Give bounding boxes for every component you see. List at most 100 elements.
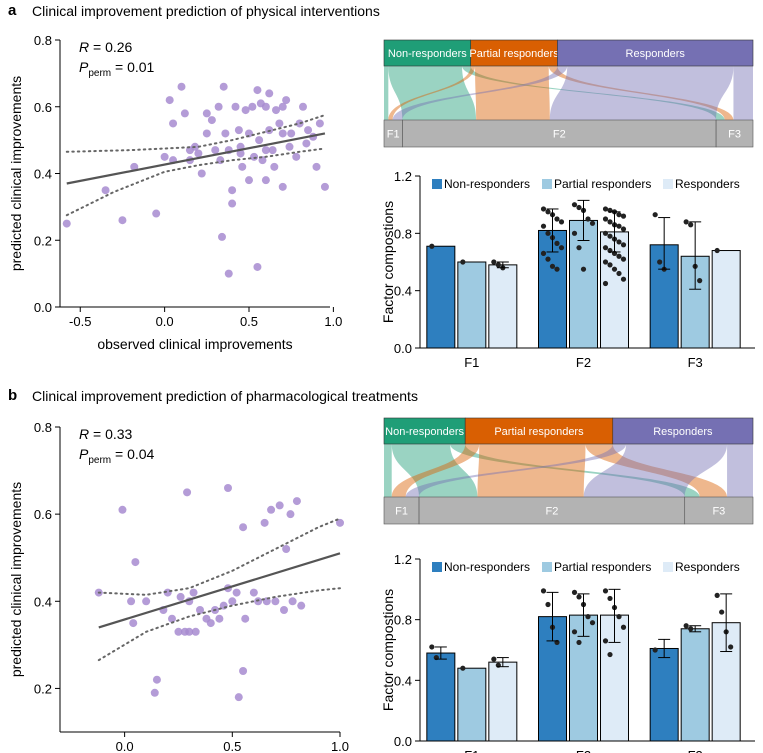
bar <box>569 219 598 349</box>
scatter-point <box>312 162 321 171</box>
bar-data-point <box>540 250 547 256</box>
sankey-flow <box>388 66 477 120</box>
r-symbol: R <box>79 39 89 55</box>
sankey-flow <box>583 444 728 497</box>
scatter-point <box>315 119 324 128</box>
scatter-point <box>239 523 248 532</box>
r-symbol: R <box>79 426 89 442</box>
scatter-point <box>292 152 301 161</box>
scatter-point <box>152 675 161 684</box>
scatter-point <box>278 182 287 191</box>
bar-data-point <box>620 226 627 232</box>
scatter-point <box>189 588 198 597</box>
scatter-point <box>196 606 204 614</box>
sankey-flow <box>384 66 389 120</box>
p-stat: Pperm = 0.01 <box>79 59 155 79</box>
sankey-flow <box>405 444 627 497</box>
panel-letter: b <box>8 387 17 404</box>
bar <box>649 647 679 742</box>
bar-data-point <box>719 609 725 615</box>
scatter-point <box>130 162 139 171</box>
scatter-point <box>185 627 194 636</box>
bar-data-point <box>576 204 582 211</box>
bar-data-point <box>652 647 658 653</box>
scatter-x-tick-label: 1.0 <box>324 314 342 329</box>
bar-data-point <box>607 595 613 602</box>
bar-data-point <box>616 614 622 620</box>
bar-data-point <box>571 202 578 208</box>
scatter-point <box>152 209 161 218</box>
scatter-point <box>232 588 241 597</box>
legend-swatch <box>663 562 673 572</box>
scatter-y-tick-label: 0.6 <box>34 100 52 115</box>
bar-data-point <box>549 263 556 269</box>
bar-data-point <box>714 592 720 599</box>
bar-data-point <box>607 262 613 268</box>
bar-data-point <box>657 259 663 265</box>
scatter-point <box>131 558 140 567</box>
legend-swatch <box>542 562 552 572</box>
bar-y-label: Factor compostions <box>380 201 396 323</box>
sankey-factor-label: F1 <box>387 129 400 141</box>
scatter-point <box>194 149 203 158</box>
scatter-x-tick-label: 0.0 <box>156 314 174 329</box>
scatter-point <box>211 146 220 155</box>
bar-data-point <box>571 230 578 236</box>
scatter-x-tick-label: 0.0 <box>116 739 134 753</box>
scatter-point <box>176 592 185 601</box>
p-stat: Pperm = 0.04 <box>79 446 155 466</box>
bar-y-label: Factor compostions <box>380 589 396 711</box>
panel-title: Clinical improvement prediction of pharm… <box>32 388 418 404</box>
bar-data-point <box>620 276 627 282</box>
sankey-node-label: Responders <box>626 48 686 60</box>
scatter-point <box>224 269 233 278</box>
bar <box>711 250 741 349</box>
bar-data-point <box>571 589 578 595</box>
scatter-point <box>336 518 344 527</box>
sankey-factor-label: F3 <box>728 129 741 141</box>
bar-data-point <box>571 629 578 635</box>
sankey-factor-label: F2 <box>553 129 566 141</box>
bar-data-point <box>540 223 547 229</box>
scatter-point <box>271 597 280 606</box>
bar-y-tick-label: 0.4 <box>394 673 412 688</box>
bar-data-point <box>545 230 551 236</box>
sankey-flow <box>727 444 753 497</box>
bar-data-point <box>602 638 609 644</box>
bar-data-point <box>602 259 609 265</box>
bar-data-point <box>429 243 435 249</box>
legend-label: Non-responders <box>444 177 530 191</box>
scatter-y-tick-label: 0.4 <box>34 167 52 182</box>
scatter-point <box>183 488 192 497</box>
ci-upper-line <box>65 114 326 153</box>
scatter-point <box>253 86 262 95</box>
scatter-point <box>169 119 178 128</box>
scatter-point <box>234 693 243 702</box>
p-value: = 0.01 <box>111 59 154 75</box>
r-stat: R = 0.26 <box>79 39 133 55</box>
scatter-y-tick-label: 0.2 <box>34 681 52 696</box>
scatter-point <box>261 176 270 185</box>
scatter-point <box>278 129 287 138</box>
sankey-node-label: Partial responders <box>469 48 559 60</box>
bar-x-tick-label: F3 <box>688 355 703 370</box>
scatter-x-tick-label: 1.0 <box>331 739 349 753</box>
scatter-point <box>282 96 291 105</box>
bar-data-point <box>683 623 689 629</box>
bar <box>488 264 518 349</box>
bar <box>457 667 487 742</box>
legend-label: Responders <box>675 177 740 191</box>
scatter-point <box>248 102 257 111</box>
p-symbol: P <box>79 446 89 462</box>
sankey-flow <box>585 444 728 497</box>
bar-data-point <box>491 259 497 265</box>
bar-data-point <box>620 624 627 630</box>
bar-data-point <box>540 206 547 212</box>
sankey-node-non-responders <box>383 39 472 67</box>
sankey-flow <box>462 66 725 120</box>
bar-y-tick-label: 0.8 <box>394 613 412 628</box>
bar-data-point <box>495 262 501 268</box>
scatter-point <box>142 597 151 606</box>
sankey-flow <box>384 444 392 497</box>
bar-data-point <box>558 219 565 225</box>
